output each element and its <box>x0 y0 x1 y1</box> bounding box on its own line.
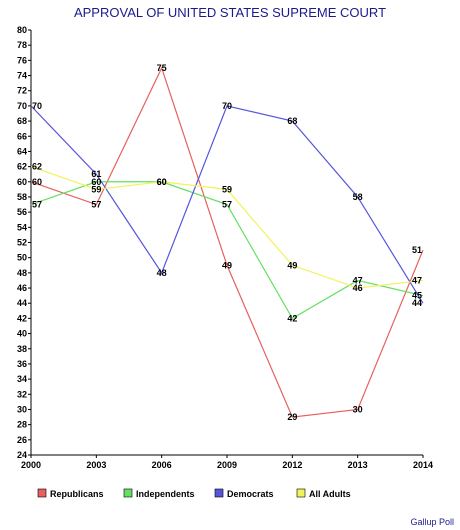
data-label: 60 <box>91 177 101 187</box>
y-tick-label: 26 <box>17 435 27 445</box>
legend-swatch <box>123 488 133 498</box>
y-tick-label: 56 <box>17 207 27 217</box>
y-tick-label: 44 <box>17 298 27 308</box>
data-label: 68 <box>287 116 297 126</box>
y-tick-label: 34 <box>17 374 27 384</box>
series-line-independents <box>30 181 424 320</box>
x-tick-label: 2003 <box>86 460 106 470</box>
series-line-all-adults <box>30 166 424 289</box>
x-tick-label: 2012 <box>282 460 302 470</box>
y-tick-label: 78 <box>17 40 27 50</box>
y-tick-label: 66 <box>17 131 27 141</box>
data-label: 57 <box>91 200 101 210</box>
chart-axes <box>30 30 423 456</box>
data-label: 60 <box>157 177 167 187</box>
x-tick-label: 2006 <box>152 460 172 470</box>
data-label: 70 <box>32 101 42 111</box>
y-tick-label: 24 <box>17 450 27 460</box>
y-tick-label: 62 <box>17 162 27 172</box>
legend-label: Republicans <box>50 489 104 499</box>
data-label: 75 <box>157 63 167 73</box>
data-label: 58 <box>353 192 363 202</box>
y-tick-label: 64 <box>17 146 27 156</box>
series-lines <box>30 66 424 418</box>
data-label: 59 <box>222 184 232 194</box>
data-label: 44 <box>412 298 422 308</box>
legend-item-all-adults: All Adults <box>296 488 351 499</box>
data-label: 42 <box>287 313 297 323</box>
data-label: 46 <box>353 283 363 293</box>
data-label: 47 <box>353 275 363 285</box>
x-tick-label: 2000 <box>21 460 41 470</box>
data-label: 70 <box>222 101 232 111</box>
y-tick-label: 46 <box>17 283 27 293</box>
legend-label: All Adults <box>309 489 351 499</box>
y-tick-label: 36 <box>17 359 27 369</box>
data-label: 45 <box>412 291 422 301</box>
y-tick-label: 60 <box>17 177 27 187</box>
legend-item-republicans: Republicans <box>37 488 104 499</box>
series-line-republicans <box>30 66 424 418</box>
legend-item-independents: Independents <box>123 488 195 499</box>
y-tick-label: 48 <box>17 268 27 278</box>
y-tick-label: 32 <box>17 389 27 399</box>
data-label: 57 <box>32 200 42 210</box>
y-tick-label: 70 <box>17 101 27 111</box>
y-tick-label: 42 <box>17 313 27 323</box>
y-tick-label: 28 <box>17 420 27 430</box>
data-label: 48 <box>157 268 167 278</box>
legend-swatch <box>214 488 224 498</box>
legend-label: Democrats <box>227 489 274 499</box>
y-tick-label: 54 <box>17 222 27 232</box>
y-tick-label: 38 <box>17 344 27 354</box>
data-label: 47 <box>412 275 422 285</box>
y-tick-label: 76 <box>17 55 27 65</box>
data-label: 61 <box>91 169 101 179</box>
y-axis-ticks: 24 26 28 30 32 34 36 38 40 42 44 46 48 50 52 54 56 58 60 62… <box>17 25 31 460</box>
x-tick-label: 2013 <box>348 460 368 470</box>
legend-label: Independents <box>136 489 195 499</box>
y-tick-label: 72 <box>17 86 27 96</box>
data-labels: 60 57 75 49 29 30 51 57 60 60 57 42 47 45 70 61 48 70 68 58… <box>32 63 422 422</box>
y-tick-label: 50 <box>17 253 27 263</box>
source-note: Gallup Poll <box>410 517 454 527</box>
chart-legend: Republicans Independents Democrats All Adul… <box>37 488 351 499</box>
x-axis-ticks: 2000 2003 2006 2009 2012 2013 2014 <box>21 455 433 470</box>
data-label: 62 <box>32 162 42 172</box>
data-label: 60 <box>32 177 42 187</box>
data-label: 60 <box>157 177 167 187</box>
data-label: 29 <box>287 412 297 422</box>
data-label: 59 <box>91 184 101 194</box>
x-tick-label: 2009 <box>217 460 237 470</box>
legend-item-democrats: Democrats <box>214 488 274 499</box>
series-line-democrats <box>30 105 424 304</box>
data-label: 51 <box>412 245 422 255</box>
legend-swatch <box>296 488 306 498</box>
x-tick-label: 2014 <box>413 460 433 470</box>
y-tick-label: 80 <box>17 25 27 35</box>
y-tick-label: 40 <box>17 329 27 339</box>
data-label: 30 <box>353 404 363 414</box>
data-label: 57 <box>222 200 232 210</box>
data-label: 49 <box>222 260 232 270</box>
chart-title: APPROVAL OF UNITED STATES SUPREME COURT <box>74 5 386 20</box>
y-tick-label: 74 <box>17 71 27 81</box>
legend-swatch <box>37 488 47 498</box>
y-tick-label: 30 <box>17 404 27 414</box>
y-tick-label: 58 <box>17 192 27 202</box>
data-label: 49 <box>287 260 297 270</box>
y-tick-label: 52 <box>17 238 27 248</box>
y-tick-label: 68 <box>17 116 27 126</box>
